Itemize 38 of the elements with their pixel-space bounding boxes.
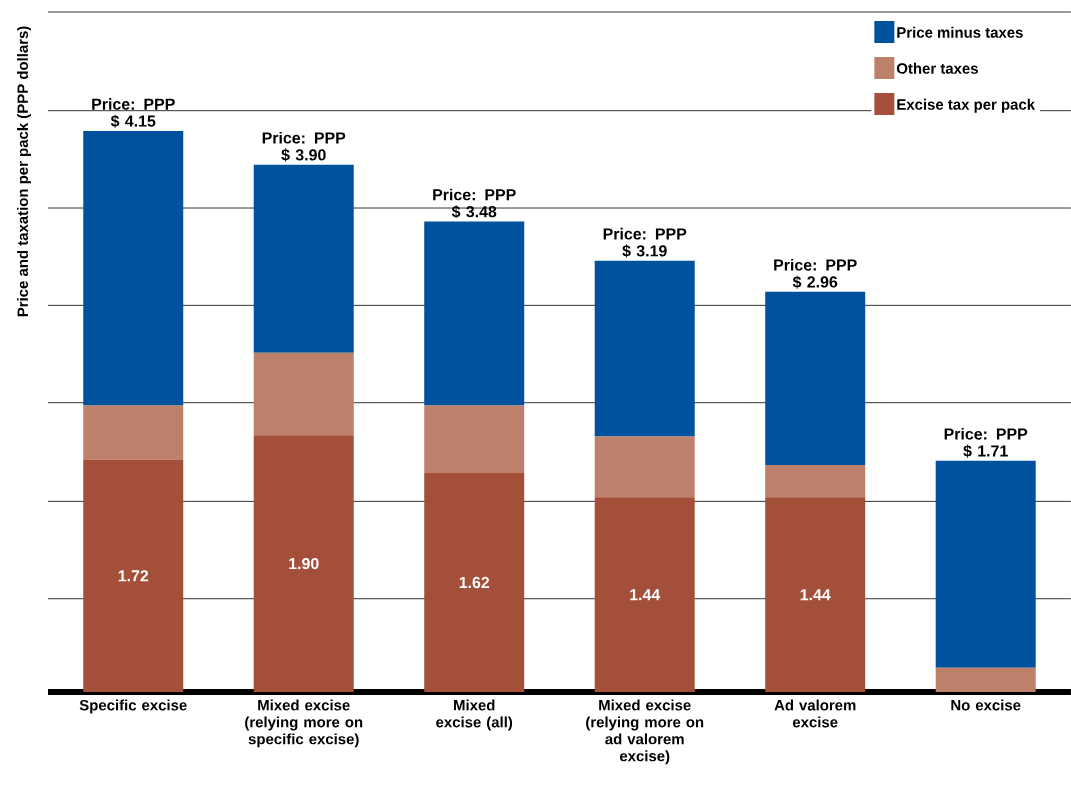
total-label: Price: PPP $ 2.96 — [774, 258, 857, 289]
bar — [424, 405, 525, 473]
bar — [253, 164, 354, 353]
total-label: Price: PPP $ 3.19 — [603, 227, 687, 258]
total-label: Price: PPP $ 3.48 — [433, 188, 516, 219]
legend-label: Excise tax per pack — [897, 98, 1036, 113]
bar — [424, 221, 525, 406]
data-label: 1.72 — [118, 570, 149, 582]
total-label: Price: PPP $ 1.71 — [944, 427, 1028, 458]
y-axis-title: Price and taxation per pack (PPP dollars) — [17, 26, 31, 317]
bar — [935, 460, 1036, 668]
x-tick-label: Mixed excise (relying more on ad valorem excise) — [586, 699, 704, 765]
x-tick-label: Ad valorem excise — [774, 699, 856, 728]
data-label: 1.90 — [289, 557, 319, 570]
bar — [594, 497, 695, 692]
data-label: 1.44 — [800, 589, 831, 601]
bar — [765, 497, 866, 692]
bar — [83, 459, 184, 692]
legend-label: Other taxes — [896, 62, 978, 74]
bar — [424, 472, 525, 692]
data-label: 1.44 — [630, 589, 661, 601]
total-label: Price: PPP $ 4.15 — [92, 98, 175, 128]
x-tick-label: No excise — [951, 699, 1021, 711]
bar — [253, 435, 354, 692]
x-tick-label: Mixed excise (relying more on specific excise) — [245, 699, 363, 748]
bar — [935, 667, 1036, 692]
total-label: Price: PPP $ 3.90 — [262, 131, 346, 162]
data-label: 1.62 — [459, 576, 490, 589]
bar — [83, 405, 184, 460]
bar — [594, 260, 695, 437]
bar — [594, 436, 695, 498]
bar — [83, 130, 184, 406]
x-tick-label: Mixed excise (all) — [436, 699, 513, 731]
legend-label: Price minus taxes — [897, 26, 1023, 38]
bar — [765, 291, 866, 465]
x-tick-label: Specific excise — [79, 699, 187, 714]
bar — [253, 352, 354, 436]
bar — [765, 464, 866, 498]
